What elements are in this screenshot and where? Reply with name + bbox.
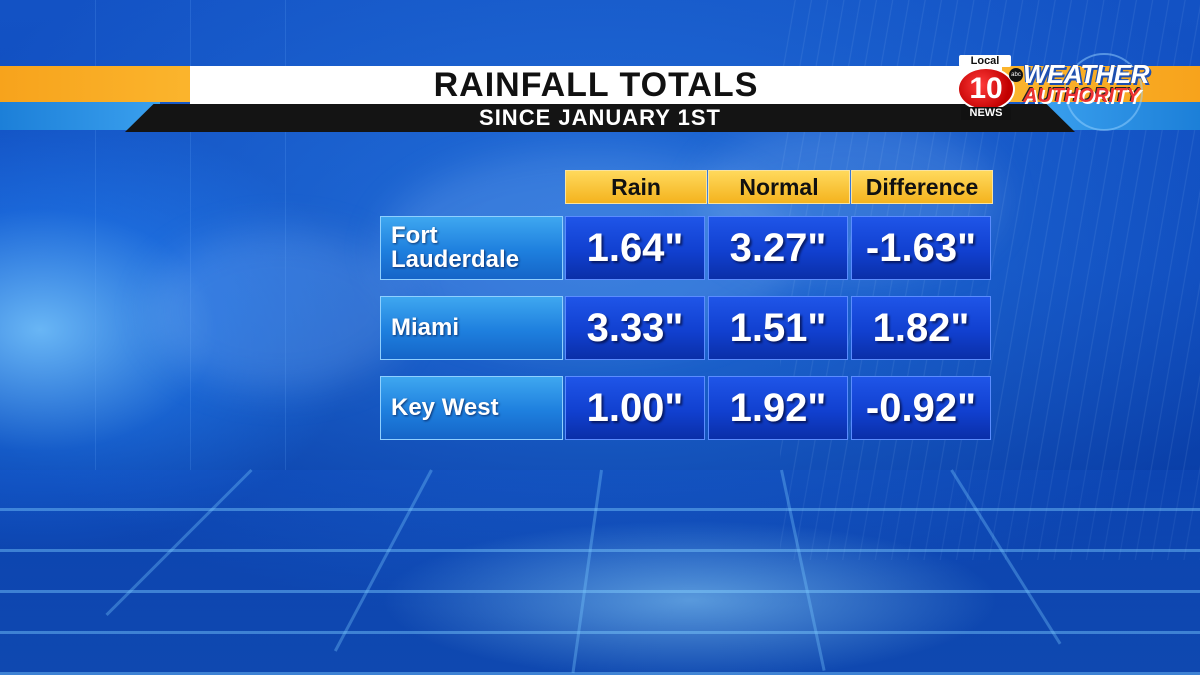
cell-value: 1.00" xyxy=(586,385,684,430)
banner-stripe-left xyxy=(0,66,195,102)
cell-value: 1.82" xyxy=(872,305,970,350)
floor-glow xyxy=(380,520,1000,675)
title-bar: RAINFALL TOTALS xyxy=(190,66,1002,104)
table-cell-normal: 1.92" xyxy=(708,376,848,440)
table-cell-normal: 1.51" xyxy=(708,296,848,360)
cell-value: 1.64" xyxy=(586,225,684,270)
cell-value: 1.92" xyxy=(729,385,827,430)
table-cell-difference: 1.82" xyxy=(851,296,991,360)
cell-value: 3.33" xyxy=(586,305,684,350)
table-cell-normal: 3.27" xyxy=(708,216,848,280)
cell-value: 3.27" xyxy=(729,225,827,270)
grid-line xyxy=(190,0,191,470)
row-label-fort-lauderdale: Fort Lauderdale xyxy=(380,216,563,280)
cell-value: 1.51" xyxy=(729,305,827,350)
logo-authority-text: AUTHORITY xyxy=(1023,85,1140,107)
city-name: Fort Lauderdale xyxy=(391,222,520,273)
logo-news-text: NEWS xyxy=(961,107,1011,120)
column-header-label: Rain xyxy=(611,173,661,200)
abc-icon: abc xyxy=(1009,68,1023,82)
column-header-rain: Rain xyxy=(565,170,707,204)
row-label-key-west: Key West xyxy=(380,376,563,440)
station-logo: Local 10 abc NEWS WEATHER AUTHORITY xyxy=(955,53,1170,131)
table-cell-difference: -0.92" xyxy=(851,376,991,440)
column-header-difference: Difference xyxy=(851,170,993,204)
table-cell-difference: -1.63" xyxy=(851,216,991,280)
cell-value: -1.63" xyxy=(865,225,977,270)
logo-local-text: Local xyxy=(959,55,1011,67)
column-header-label: Difference xyxy=(865,173,979,200)
row-label-miami: Miami xyxy=(380,296,563,360)
logo-weather-text: WEATHER xyxy=(1023,59,1150,89)
grid-line xyxy=(95,0,96,470)
city-name: Miami xyxy=(391,314,460,341)
logo-number: 10 xyxy=(957,67,1015,111)
page-subtitle: SINCE JANUARY 1ST xyxy=(479,105,721,130)
table-cell-rain: 1.64" xyxy=(565,216,705,280)
column-header-normal: Normal xyxy=(708,170,850,204)
table-cell-rain: 1.00" xyxy=(565,376,705,440)
column-header-label: Normal xyxy=(739,173,819,200)
radar-dish-icon xyxy=(1065,53,1143,131)
cloud xyxy=(150,230,410,390)
subtitle-bar: SINCE JANUARY 1ST xyxy=(125,104,1075,132)
city-name: Key West xyxy=(391,394,499,421)
cell-value: -0.92" xyxy=(865,385,977,430)
page-title: RAINFALL TOTALS xyxy=(433,65,759,104)
grid-line xyxy=(285,0,286,470)
table-cell-rain: 3.33" xyxy=(565,296,705,360)
